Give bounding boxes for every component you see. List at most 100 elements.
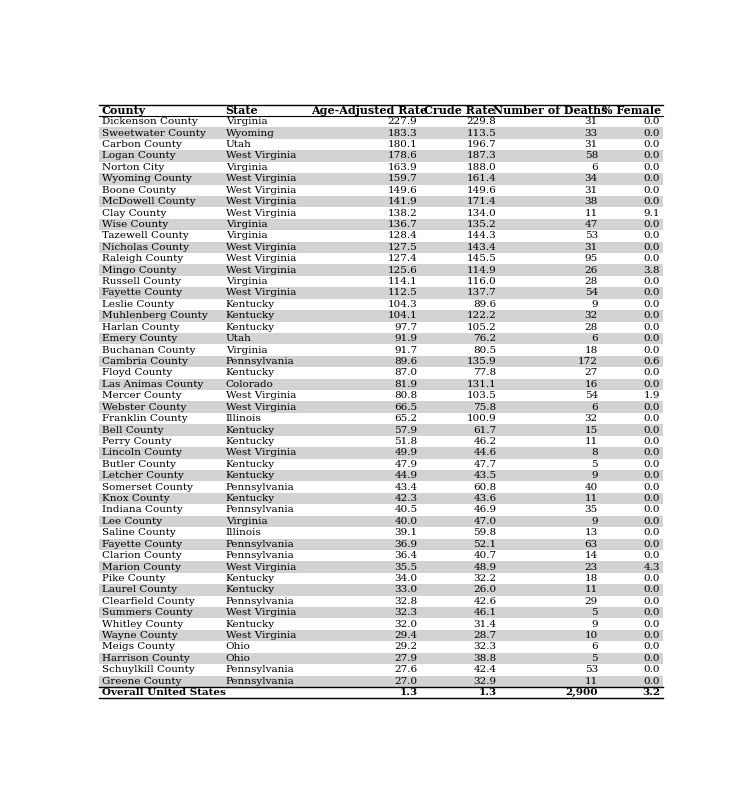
Text: 6: 6	[591, 334, 598, 343]
Text: 141.9: 141.9	[388, 197, 418, 206]
Text: 11: 11	[585, 677, 598, 686]
Text: 0.0: 0.0	[643, 414, 660, 423]
Text: 44.9: 44.9	[395, 471, 418, 480]
Text: 33: 33	[585, 129, 598, 138]
Text: 52.1: 52.1	[473, 540, 496, 549]
Text: 65.2: 65.2	[395, 414, 418, 423]
Text: Greene County: Greene County	[102, 677, 181, 686]
Text: Number of Deaths: Number of Deaths	[493, 105, 607, 116]
Text: 136.7: 136.7	[388, 220, 418, 229]
Text: Kentucky: Kentucky	[226, 368, 275, 378]
Bar	[99, 276, 663, 287]
Text: 116.0: 116.0	[467, 277, 496, 286]
Text: 40.7: 40.7	[473, 551, 496, 560]
Text: Kentucky: Kentucky	[226, 574, 275, 583]
Text: 0.0: 0.0	[643, 677, 660, 686]
Text: 187.3: 187.3	[467, 152, 496, 161]
Text: Virginia: Virginia	[226, 517, 267, 525]
Text: Leslie County: Leslie County	[102, 300, 174, 309]
Text: Kentucky: Kentucky	[226, 460, 275, 469]
Text: Somerset County: Somerset County	[102, 483, 192, 491]
Text: Las Animas County: Las Animas County	[102, 380, 203, 389]
Text: Russell County: Russell County	[102, 277, 181, 286]
Text: 32.0: 32.0	[395, 619, 418, 629]
Text: 32: 32	[585, 414, 598, 423]
Text: 0.0: 0.0	[643, 152, 660, 161]
Text: 39.1: 39.1	[395, 529, 418, 537]
Text: 77.8: 77.8	[473, 368, 496, 378]
Text: 0.0: 0.0	[643, 619, 660, 629]
Text: Tazewell County: Tazewell County	[102, 231, 188, 240]
Bar	[99, 299, 663, 310]
Text: 35.5: 35.5	[395, 563, 418, 572]
Text: 47.9: 47.9	[395, 460, 418, 469]
Text: 0.0: 0.0	[643, 289, 660, 297]
Text: 125.6: 125.6	[388, 266, 418, 274]
Text: Pennsylvania: Pennsylvania	[226, 551, 294, 560]
Text: 8: 8	[591, 448, 598, 457]
Text: 0.6: 0.6	[643, 357, 660, 366]
Text: Ohio: Ohio	[226, 654, 250, 663]
Bar	[99, 127, 663, 139]
Bar	[99, 333, 663, 344]
Text: West Virginia: West Virginia	[226, 448, 296, 457]
Text: Butler County: Butler County	[102, 460, 175, 469]
Text: 0.0: 0.0	[643, 242, 660, 252]
Text: Kentucky: Kentucky	[226, 425, 275, 435]
Text: West Virginia: West Virginia	[226, 197, 296, 206]
Text: 0.0: 0.0	[643, 231, 660, 240]
Text: 112.5: 112.5	[388, 289, 418, 297]
Text: 6: 6	[591, 642, 598, 651]
Text: 5: 5	[591, 460, 598, 469]
Text: 35: 35	[585, 506, 598, 514]
Bar	[99, 344, 663, 356]
Text: Buchanan County: Buchanan County	[102, 346, 195, 355]
Bar	[99, 139, 663, 150]
Text: 0.0: 0.0	[643, 540, 660, 549]
Text: 1.3: 1.3	[399, 688, 418, 697]
Text: 32.9: 32.9	[473, 677, 496, 686]
Text: 178.6: 178.6	[388, 152, 418, 161]
Text: 0.0: 0.0	[643, 654, 660, 663]
Text: 32.2: 32.2	[473, 574, 496, 583]
Text: 9: 9	[591, 300, 598, 309]
Text: 0.0: 0.0	[643, 197, 660, 206]
Text: 9: 9	[591, 471, 598, 480]
Bar	[99, 287, 663, 299]
Text: 1.3: 1.3	[478, 688, 496, 697]
Text: 6: 6	[591, 403, 598, 412]
Text: Clay County: Clay County	[102, 208, 166, 218]
Text: 137.7: 137.7	[467, 289, 496, 297]
Text: 11: 11	[585, 585, 598, 595]
Text: 80.8: 80.8	[395, 391, 418, 400]
Text: Muhlenberg County: Muhlenberg County	[102, 312, 207, 320]
Text: 31: 31	[585, 242, 598, 252]
Text: West Virginia: West Virginia	[226, 186, 296, 195]
Text: Virginia: Virginia	[226, 277, 267, 286]
Text: State: State	[226, 105, 259, 116]
Text: West Virginia: West Virginia	[226, 563, 296, 572]
Text: 46.2: 46.2	[473, 437, 496, 446]
Text: 76.2: 76.2	[473, 334, 496, 343]
Text: 60.8: 60.8	[473, 483, 496, 491]
Text: 27.9: 27.9	[395, 654, 418, 663]
Text: Lincoln County: Lincoln County	[102, 448, 181, 457]
Text: Virginia: Virginia	[226, 231, 267, 240]
Text: 80.5: 80.5	[473, 346, 496, 355]
Text: 0.0: 0.0	[643, 529, 660, 537]
Bar	[99, 504, 663, 516]
Text: 188.0: 188.0	[467, 163, 496, 172]
Bar	[99, 356, 663, 367]
Bar	[99, 184, 663, 196]
Bar	[99, 321, 663, 333]
Text: Webster County: Webster County	[102, 403, 186, 412]
Bar	[99, 630, 663, 642]
Text: 196.7: 196.7	[467, 140, 496, 149]
Text: 31: 31	[585, 186, 598, 195]
Text: West Virginia: West Virginia	[226, 391, 296, 400]
Text: Dickenson County: Dickenson County	[102, 117, 197, 126]
Bar	[99, 516, 663, 527]
Text: 0.0: 0.0	[643, 585, 660, 595]
Text: 0.0: 0.0	[643, 140, 660, 149]
Text: Virginia: Virginia	[226, 163, 267, 172]
